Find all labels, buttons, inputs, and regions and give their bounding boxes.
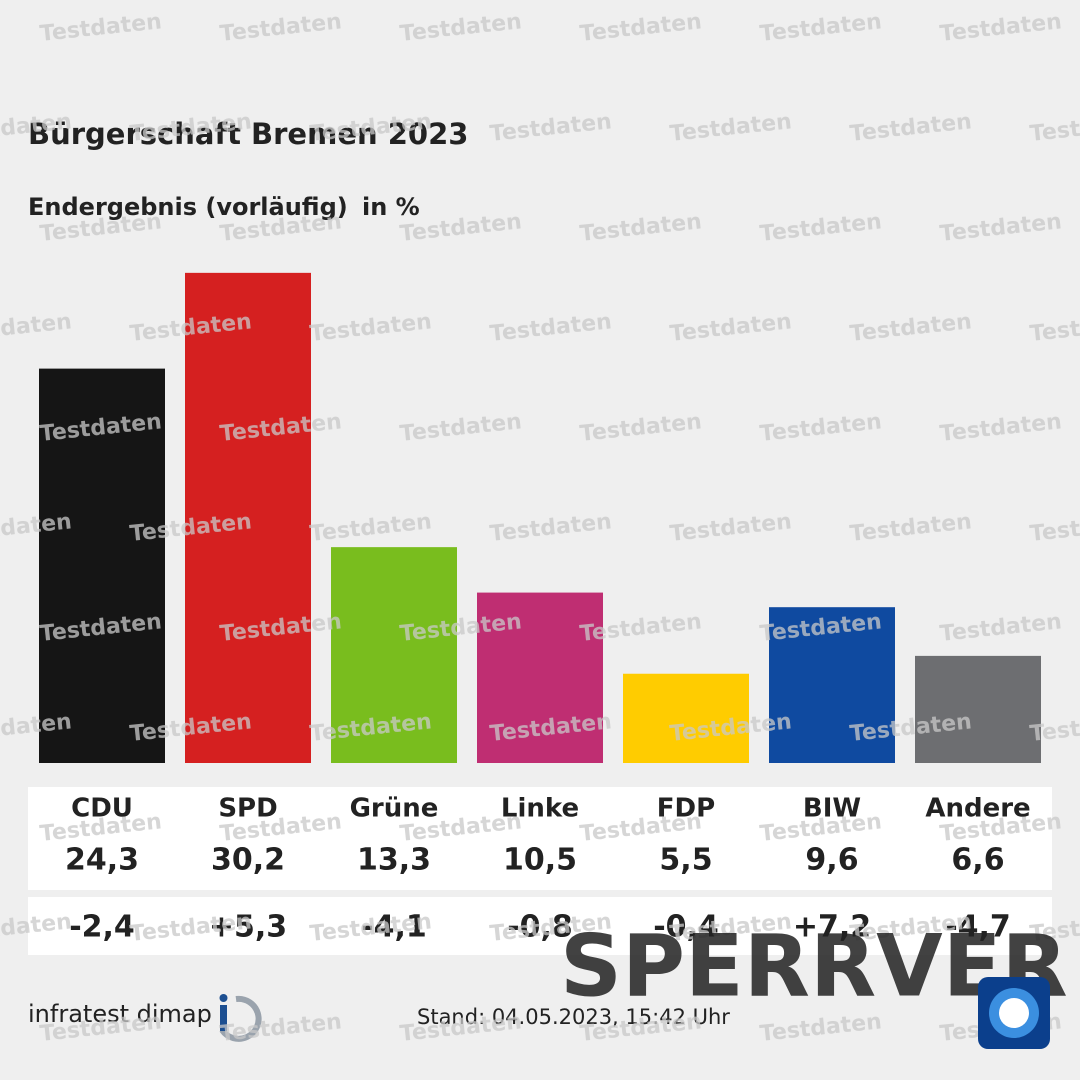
broadcaster-logo [978, 977, 1050, 1049]
category-label: SPD [218, 794, 277, 824]
source-logo: infratest dimap [28, 1000, 212, 1028]
bar [915, 655, 1041, 763]
category-label: BIW [803, 794, 861, 824]
change-label: -4,1 [361, 910, 427, 945]
chart-title: Bürgerschaft Bremen 2023 [28, 117, 468, 151]
source-icon [219, 994, 262, 1042]
category-label: Grüne [350, 794, 439, 824]
category-label: CDU [71, 794, 133, 824]
bar [185, 272, 311, 763]
category-label: FDP [657, 794, 715, 824]
bar [39, 368, 165, 763]
category-label: Andere [925, 794, 1030, 824]
change-label: +5,3 [209, 910, 287, 945]
value-label: 10,5 [503, 843, 577, 878]
change-label: +7,2 [793, 910, 871, 945]
table-row [28, 787, 1052, 890]
bar [331, 547, 457, 763]
value-label: 9,6 [805, 843, 858, 878]
value-label: 24,3 [65, 843, 139, 878]
change-label: -0,4 [653, 910, 719, 945]
chart-subtitle: Endergebnis (vorläufig) [28, 193, 348, 221]
table-row [28, 897, 1052, 955]
unit: in % [362, 193, 420, 221]
bar [477, 592, 603, 763]
change-label: -2,4 [69, 910, 135, 945]
bar [623, 673, 749, 763]
value-label: 6,6 [951, 843, 1004, 878]
bar [769, 607, 895, 763]
timestamp: Stand: 04.05.2023, 15:42 Uhr [417, 1005, 730, 1029]
change-label: -0,8 [507, 910, 573, 945]
change-label: -4,7 [945, 910, 1011, 945]
value-label: 5,5 [659, 843, 712, 878]
category-label: Linke [501, 794, 579, 824]
value-label: 13,3 [357, 843, 431, 878]
value-label: 30,2 [211, 843, 285, 878]
